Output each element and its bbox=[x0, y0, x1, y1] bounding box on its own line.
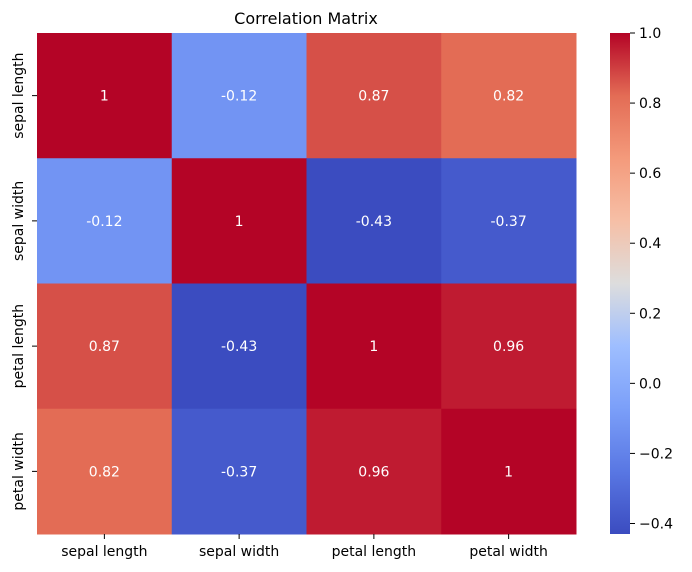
heatmap-cell bbox=[171, 158, 307, 284]
cell-annotation: 0.96 bbox=[358, 464, 389, 480]
heatmap-cell bbox=[306, 158, 442, 284]
cell-annotation: -0.12 bbox=[86, 214, 122, 230]
y-tick-label: sepal length bbox=[11, 52, 27, 138]
y-tick-label: sepal width bbox=[11, 181, 27, 261]
x-tick-label: sepal length bbox=[61, 544, 147, 560]
x-axis: sepal length sepal width petal length petal… bbox=[61, 534, 548, 560]
colorbar-tick-label: −0.4 bbox=[639, 516, 673, 532]
chart-title: Correlation Matrix bbox=[234, 9, 378, 28]
heatmap-cell bbox=[441, 408, 577, 535]
heatmap-cell bbox=[171, 283, 307, 410]
heatmap-cell bbox=[37, 408, 173, 535]
colorbar-tick-label: 0.6 bbox=[639, 166, 661, 182]
cell-annotation: 0.87 bbox=[89, 339, 120, 355]
colorbar-tick-label: 0.0 bbox=[639, 376, 661, 392]
colorbar-ticks: −0.4 −0.2 0.0 0.2 0.4 0.6 0.8 1.0 bbox=[630, 26, 673, 532]
cell-annotation: 0.87 bbox=[358, 89, 389, 105]
heatmap-cell bbox=[441, 158, 577, 284]
cell-annotation: 1 bbox=[504, 464, 513, 480]
heatmap-cell bbox=[441, 33, 577, 159]
cell-annotation: 0.82 bbox=[493, 89, 524, 105]
colorbar-tick-label: 0.4 bbox=[639, 236, 661, 252]
heatmap-cell bbox=[37, 158, 173, 284]
colorbar-tick-label: 0.8 bbox=[639, 96, 661, 112]
colorbar-tick-label: −0.2 bbox=[639, 446, 673, 462]
colorbar-tick-label: 1.0 bbox=[639, 26, 661, 42]
cell-annotation: 0.82 bbox=[89, 464, 120, 480]
heatmap-cell bbox=[171, 408, 307, 535]
heatmap-cells: 1 -0.12 0.87 0.82 -0.12 1 -0.43 -0.37 0.87 -0.43 1… bbox=[37, 33, 577, 535]
x-tick-label: petal width bbox=[469, 544, 548, 560]
cell-annotation: -0.12 bbox=[221, 89, 257, 105]
cell-annotation: 1 bbox=[235, 214, 244, 230]
y-tick-label: petal width bbox=[11, 432, 27, 511]
heatmap-cell bbox=[306, 408, 442, 535]
cell-annotation: -0.37 bbox=[491, 214, 527, 230]
colorbar-tick-label: 0.2 bbox=[639, 306, 661, 322]
heatmap-cell bbox=[441, 283, 577, 410]
y-axis: sepal length sepal width petal length petal… bbox=[11, 52, 37, 511]
y-tick-label: petal length bbox=[11, 304, 27, 389]
heatmap-cell bbox=[171, 33, 307, 159]
heatmap-cell bbox=[306, 283, 442, 410]
heatmap-cell bbox=[306, 33, 442, 159]
cell-annotation: 0.96 bbox=[493, 339, 524, 355]
cell-annotation: 1 bbox=[100, 89, 109, 105]
cell-annotation: -0.43 bbox=[221, 339, 257, 355]
colorbar bbox=[610, 33, 630, 534]
cell-annotation: -0.43 bbox=[356, 214, 392, 230]
cell-annotation: -0.37 bbox=[221, 464, 257, 480]
cell-annotation: 1 bbox=[369, 339, 378, 355]
x-tick-label: sepal width bbox=[199, 544, 279, 560]
heatmap-cell bbox=[37, 283, 173, 410]
x-tick-label: petal length bbox=[332, 544, 417, 560]
heatmap-cell bbox=[37, 33, 173, 159]
